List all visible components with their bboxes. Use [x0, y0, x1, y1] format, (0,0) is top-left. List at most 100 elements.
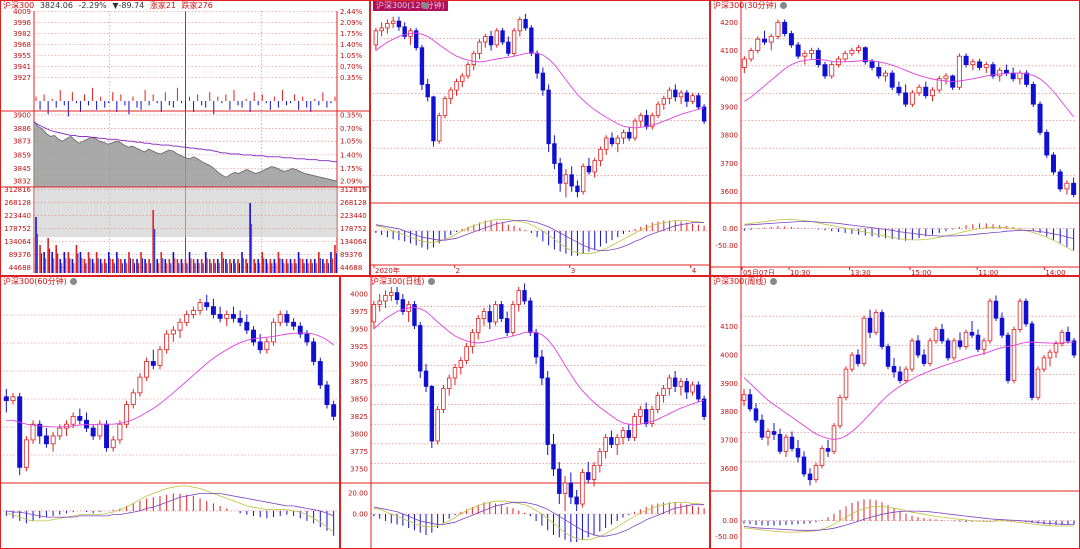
- candle-body: [775, 21, 781, 37]
- avg-price-line: [33, 121, 337, 163]
- y-tick-label: 3800: [350, 431, 368, 439]
- settings-icon-weekly[interactable]: [769, 278, 777, 285]
- settings-icon-30min[interactable]: [779, 2, 787, 9]
- candle-body: [385, 23, 390, 29]
- candle-body: [586, 472, 591, 480]
- candle-body: [1023, 300, 1029, 325]
- dea-line: [743, 510, 1074, 531]
- candle-body: [638, 115, 643, 122]
- dea-line: [375, 220, 705, 252]
- dif-line: [743, 506, 1074, 533]
- volume-axis-left: 134064: [4, 238, 31, 246]
- area-shade: [34, 187, 337, 237]
- title-weekly: 沪深300(周线): [713, 277, 777, 287]
- candle-body: [230, 314, 236, 319]
- candle-body: [110, 439, 116, 449]
- candle-body: [244, 321, 250, 331]
- breadth-axis-right: 1.75%: [340, 30, 363, 38]
- candle-body: [470, 332, 475, 347]
- candle-body: [916, 86, 922, 94]
- candle-body: [678, 92, 684, 98]
- candle-body: [896, 86, 902, 94]
- candle-body: [511, 30, 517, 54]
- breadth-axis-left: 3996: [13, 19, 31, 27]
- candle-body: [945, 340, 951, 359]
- candle-body: [412, 304, 417, 326]
- candle-body: [927, 340, 933, 364]
- y-tick-label: 3975: [350, 308, 368, 316]
- y-tick-label: 3600: [720, 465, 738, 473]
- volume-axis-left: 44688: [9, 264, 31, 272]
- x-tick-label: 05月07日: [743, 269, 775, 275]
- candle-body: [164, 333, 170, 351]
- macd-tick-label: 20.00: [348, 490, 368, 498]
- candle-body: [30, 423, 36, 441]
- candle-body: [939, 329, 945, 342]
- candle-body: [402, 26, 407, 37]
- candle-body: [837, 397, 843, 427]
- candle-body: [540, 72, 546, 91]
- candle-body: [1041, 357, 1047, 370]
- title-120min-text: 沪深300(120分钟): [376, 1, 445, 10]
- candle-body: [1065, 331, 1071, 342]
- candle-body: [471, 52, 476, 66]
- candle-body: [891, 365, 897, 373]
- dea-line: [373, 501, 705, 537]
- candle-body: [317, 361, 323, 386]
- candle-body: [523, 19, 528, 29]
- settings-icon-60min[interactable]: [69, 278, 77, 285]
- candle-body: [592, 160, 597, 173]
- price-axis-left: 3873: [13, 138, 31, 146]
- candle-body: [419, 47, 425, 85]
- candle-body: [569, 174, 574, 187]
- candle-body: [557, 468, 562, 494]
- candle-body: [3, 396, 9, 402]
- candle-body: [210, 306, 216, 315]
- ma-line: [373, 306, 705, 426]
- candle-body: [487, 311, 492, 323]
- candle-body: [963, 331, 969, 347]
- candle-body: [813, 465, 819, 481]
- candle-body: [137, 376, 143, 394]
- candle-body: [389, 292, 394, 296]
- candle-body: [936, 78, 942, 91]
- price-area: [34, 121, 337, 187]
- y-tick-label: 3700: [720, 437, 738, 445]
- candle-body: [649, 409, 655, 424]
- candle-body: [768, 36, 774, 43]
- volume-axis-left: 178752: [4, 225, 31, 233]
- price-axis-right: 0.35%: [340, 111, 363, 119]
- candle-body: [1003, 69, 1009, 74]
- settings-icon-daily[interactable]: [427, 278, 435, 285]
- volume-axis-right: 223440: [340, 212, 367, 220]
- quote-price: 3824.06: [39, 1, 73, 10]
- candle-body: [371, 304, 377, 323]
- candle-body: [856, 47, 862, 51]
- candle-body: [963, 55, 969, 66]
- ma-line: [744, 59, 1074, 118]
- dea-line: [6, 493, 334, 518]
- candle-body: [104, 423, 110, 449]
- breadth-axis-left: 3941: [13, 63, 31, 71]
- candle-body: [37, 423, 43, 437]
- volume-axis-left: 223440: [4, 212, 31, 220]
- volume-axis-right: 134064: [340, 238, 367, 246]
- candle-body: [741, 58, 747, 68]
- candle-body: [494, 30, 499, 46]
- y-tick-label: 3950: [350, 326, 368, 334]
- candle-body: [825, 448, 831, 452]
- settings-icon-120min[interactable]: [421, 2, 428, 9]
- candle-body: [701, 398, 707, 417]
- candle-body: [291, 321, 297, 327]
- y-tick-label: 4100: [720, 323, 738, 331]
- candle-body: [1011, 329, 1017, 381]
- candle-body: [377, 300, 382, 305]
- candle-body: [930, 89, 936, 97]
- candle-body: [454, 81, 459, 91]
- candle-body: [575, 185, 580, 193]
- volume-axis-left: 89376: [9, 251, 32, 259]
- candle-body: [993, 300, 999, 319]
- candle-body: [400, 299, 406, 312]
- candle-body: [284, 314, 290, 323]
- candle-body: [604, 137, 609, 150]
